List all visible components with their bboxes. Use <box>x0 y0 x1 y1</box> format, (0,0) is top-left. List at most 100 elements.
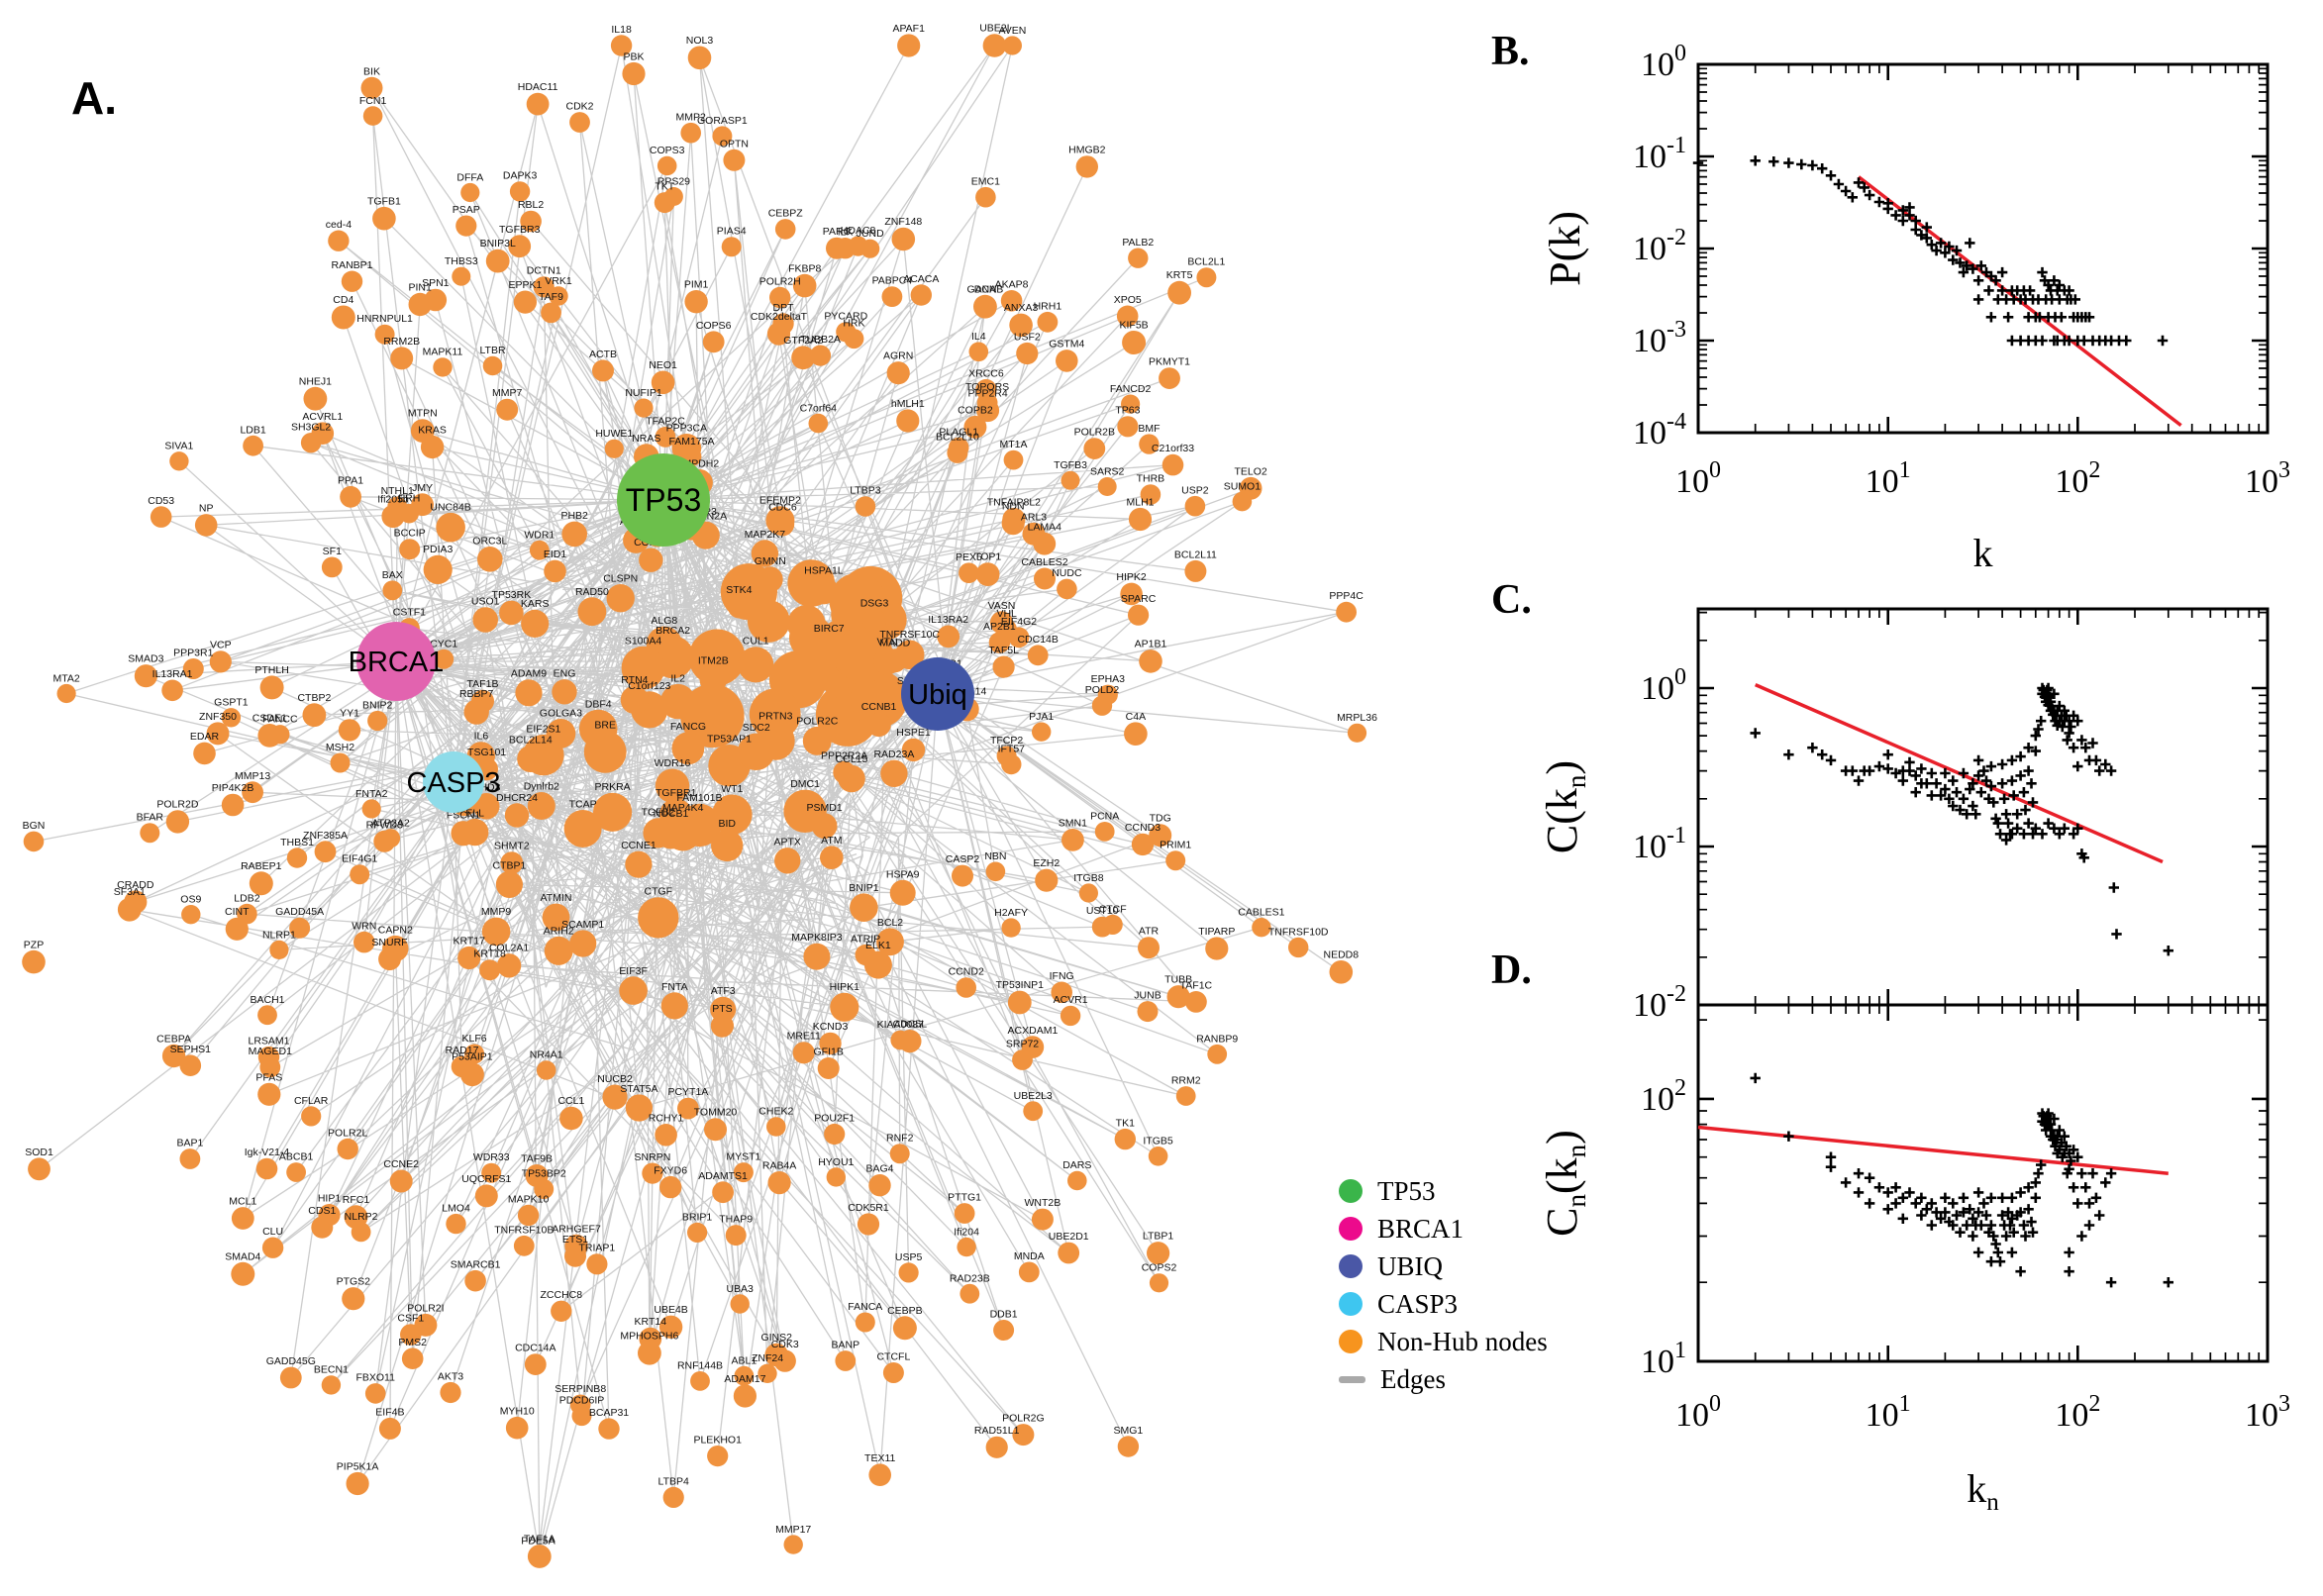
svg-text:P53AIP1: P53AIP1 <box>452 1051 493 1063</box>
svg-text:MAPK8IP3: MAPK8IP3 <box>791 932 843 944</box>
tick-label: 101 <box>1641 1338 1686 1380</box>
svg-text:COPS6: COPS6 <box>696 320 732 332</box>
svg-text:LDB2: LDB2 <box>234 892 259 904</box>
svg-text:BIRC7: BIRC7 <box>814 623 845 635</box>
svg-text:BAP1: BAP1 <box>176 1138 203 1149</box>
svg-text:PABPC4: PABPC4 <box>872 275 913 287</box>
svg-text:RAD17: RAD17 <box>446 1045 479 1056</box>
svg-text:PKMYT1: PKMYT1 <box>1149 356 1190 368</box>
svg-text:BANP: BANP <box>832 1340 860 1351</box>
legend-label-casp3: CASP3 <box>1377 1288 1459 1319</box>
svg-text:CTCFL: CTCFL <box>876 1351 910 1363</box>
svg-text:PIP5K1A: PIP5K1A <box>337 1461 379 1473</box>
svg-text:EMC1: EMC1 <box>971 175 1000 187</box>
svg-text:CDK2deltaT: CDK2deltaT <box>751 311 808 323</box>
svg-text:CLU: CLU <box>262 1226 283 1238</box>
svg-text:TGFBR1: TGFBR1 <box>656 787 697 799</box>
svg-text:POU2F1: POU2F1 <box>814 1112 855 1124</box>
svg-text:POLR2I: POLR2I <box>407 1302 444 1314</box>
svg-text:MMP9: MMP9 <box>481 906 511 918</box>
svg-text:ITGB5: ITGB5 <box>1143 1136 1173 1147</box>
svg-text:NEDD8: NEDD8 <box>1324 949 1360 961</box>
svg-text:MLH1: MLH1 <box>1126 496 1154 508</box>
svg-text:IL18: IL18 <box>611 24 632 36</box>
svg-text:STK4: STK4 <box>726 584 752 596</box>
svg-text:MAPK10: MAPK10 <box>508 1193 550 1205</box>
svg-text:PJA1: PJA1 <box>1029 711 1054 723</box>
svg-text:ARL3: ARL3 <box>1021 511 1047 523</box>
svg-text:UQCRFS1: UQCRFS1 <box>461 1173 511 1185</box>
svg-text:RRM2B: RRM2B <box>383 336 420 348</box>
svg-text:BMF: BMF <box>1138 423 1160 435</box>
svg-text:GANAB: GANAB <box>967 283 1004 295</box>
svg-text:SIVA1: SIVA1 <box>164 441 193 452</box>
svg-text:TNFRSF10B: TNFRSF10B <box>494 1224 554 1236</box>
network-graph-panel: TP53RK KIAA0087 THAP9 CDC14B MAGED1 DHCR24 CDC… <box>22 23 1377 1568</box>
svg-text:TGFB1: TGFB1 <box>367 195 401 207</box>
svg-text:C7orf64: C7orf64 <box>800 402 838 414</box>
svg-text:TNFRSF10D: TNFRSF10D <box>1268 926 1329 938</box>
svg-text:SDC2: SDC2 <box>743 722 770 734</box>
panel-a-label: A. <box>71 72 117 124</box>
svg-text:NOL3: NOL3 <box>686 35 714 47</box>
svg-text:OPTN: OPTN <box>720 138 749 150</box>
svg-text:ATRIP: ATRIP <box>851 934 880 946</box>
svg-text:SPN1: SPN1 <box>422 277 450 289</box>
svg-text:Ifi205b: Ifi205b <box>377 493 409 505</box>
svg-text:FAM101B: FAM101B <box>676 792 722 804</box>
minor-ticks <box>1698 1005 2268 1361</box>
svg-text:ANXA3: ANXA3 <box>1004 302 1039 314</box>
svg-text:DBF4: DBF4 <box>585 698 612 710</box>
svg-text:TOP1: TOP1 <box>974 551 1001 563</box>
svg-text:ZNF350: ZNF350 <box>199 711 237 723</box>
tick-label: 102 <box>2055 1391 2100 1434</box>
svg-text:GORASP1: GORASP1 <box>697 115 748 127</box>
svg-text:USO1: USO1 <box>471 596 500 608</box>
svg-text:TGFB3: TGFB3 <box>1054 459 1087 471</box>
svg-text:MCL1: MCL1 <box>229 1196 256 1208</box>
svg-text:IL6: IL6 <box>474 731 489 743</box>
svg-text:VASN: VASN <box>988 600 1016 612</box>
svg-text:Ifi204: Ifi204 <box>954 1227 979 1239</box>
svg-text:SUMO1: SUMO1 <box>1224 480 1262 492</box>
svg-text:KIF5B: KIF5B <box>1120 320 1149 332</box>
major-ticks <box>1696 609 2270 1007</box>
svg-text:MMP7: MMP7 <box>492 387 522 399</box>
svg-text:HMGB2: HMGB2 <box>1068 145 1106 156</box>
svg-text:TAF1A: TAF1A <box>524 1534 556 1546</box>
svg-text:BNIP2: BNIP2 <box>362 699 393 711</box>
svg-text:IFT57: IFT57 <box>998 743 1026 754</box>
svg-text:DPT: DPT <box>773 302 795 314</box>
hub-nodes: TP53 BRCA1 Ubiq CASP3 <box>349 453 974 813</box>
node-swatch-casp3 <box>1339 1292 1363 1316</box>
svg-text:CDK2: CDK2 <box>565 101 593 113</box>
y-axis-title: P(k) <box>1541 211 1589 286</box>
svg-text:IL4: IL4 <box>971 331 986 343</box>
svg-text:NUFIP1: NUFIP1 <box>625 387 662 399</box>
svg-text:Igk-V21-4: Igk-V21-4 <box>245 1147 290 1158</box>
svg-text:NTHL1: NTHL1 <box>381 485 414 497</box>
legend-label-non-hub-nodes: Non-Hub nodes <box>1377 1326 1548 1356</box>
svg-text:RANBP1: RANBP1 <box>331 259 372 271</box>
svg-text:APAF1: APAF1 <box>892 23 925 35</box>
node-swatch-brca1 <box>1339 1217 1363 1241</box>
svg-text:CRADD: CRADD <box>117 879 154 891</box>
svg-text:PSAP: PSAP <box>453 204 480 216</box>
svg-text:EID1: EID1 <box>544 549 567 560</box>
svg-text:KLF6: KLF6 <box>462 1033 487 1045</box>
svg-text:POLR2H: POLR2H <box>759 275 801 287</box>
svg-text:EPHA3: EPHA3 <box>1091 673 1126 685</box>
svg-text:MMP2: MMP2 <box>676 112 706 124</box>
svg-text:PTHLH: PTHLH <box>254 664 288 676</box>
svg-text:IFNG: IFNG <box>1050 970 1074 982</box>
svg-text:DSG3: DSG3 <box>860 597 889 609</box>
svg-text:HSPE1: HSPE1 <box>896 727 931 739</box>
svg-text:TIPARP: TIPARP <box>1198 926 1235 938</box>
svg-text:PEX5: PEX5 <box>956 551 982 563</box>
svg-text:STAT5A: STAT5A <box>620 1083 657 1095</box>
svg-text:ARIH2: ARIH2 <box>544 925 574 937</box>
svg-text:MAPK11: MAPK11 <box>423 347 463 358</box>
svg-text:RAD23B: RAD23B <box>950 1272 990 1284</box>
hub-label-tp53: TP53 <box>626 482 701 518</box>
svg-text:TAF9B: TAF9B <box>521 1153 553 1165</box>
